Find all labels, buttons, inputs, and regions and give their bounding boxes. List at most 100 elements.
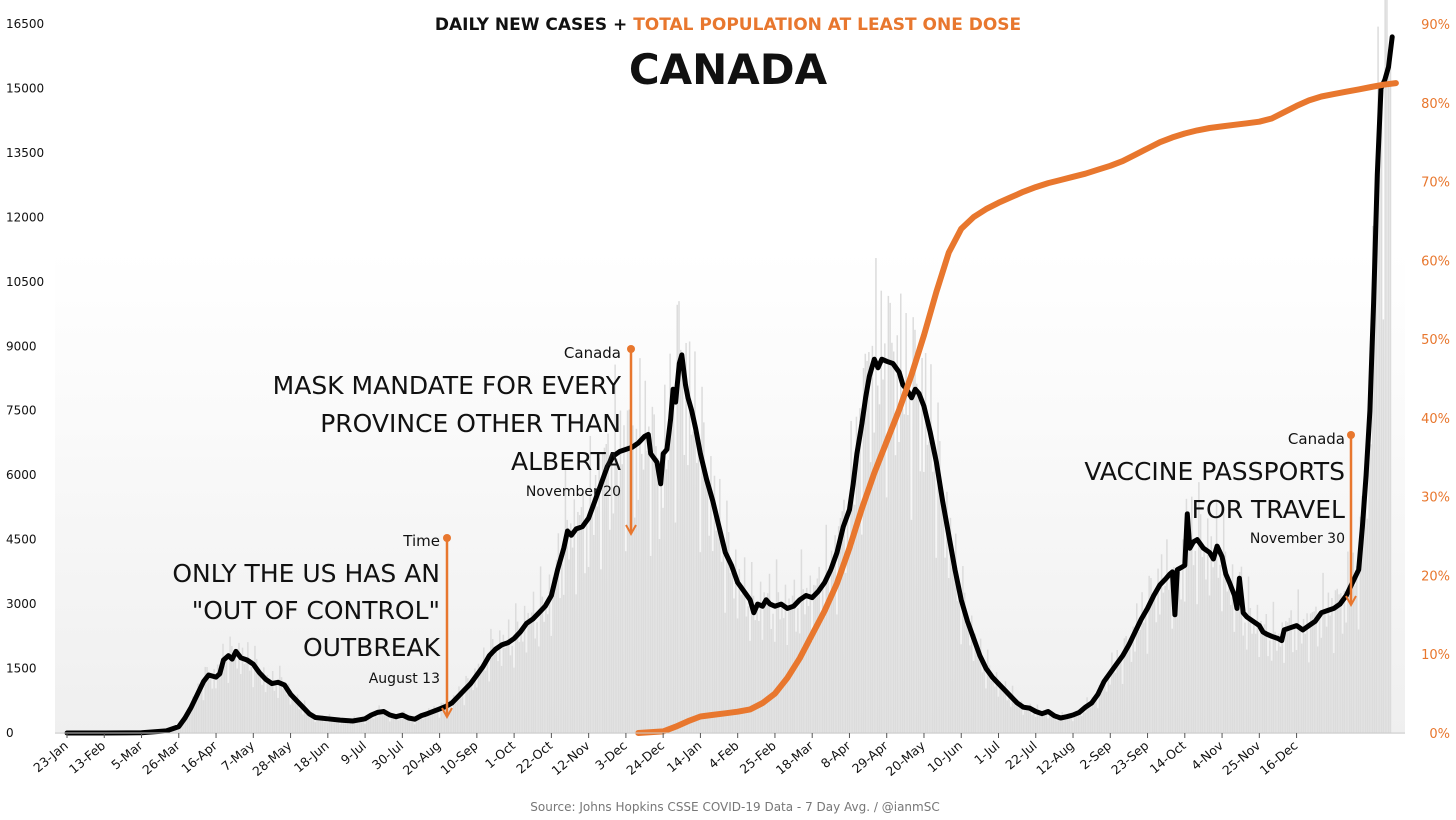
daily-bar [539,566,542,733]
daily-bar [312,713,315,733]
daily-bar [358,718,361,733]
daily-bar [1144,610,1147,733]
daily-bar [706,485,709,733]
daily-bar [671,424,673,733]
chart-title: DAILY NEW CASES + TOTAL POPULATION AT LE… [435,15,1021,35]
daily-bar [743,557,746,733]
daily-bar [784,584,787,733]
daily-bar [697,452,700,733]
daily-bar [564,469,567,733]
daily-bar [694,351,696,733]
daily-bar [1123,638,1126,733]
daily-bar [1347,551,1349,733]
daily-bar [1387,49,1390,734]
daily-bar [946,491,948,733]
daily-bar [275,685,277,733]
daily-bar [412,718,414,733]
daily-bar [664,384,666,733]
daily-bar [273,690,276,733]
daily-bar [405,717,407,733]
daily-bar [1272,601,1275,733]
daily-bar [348,723,350,733]
daily-bar [1079,709,1081,733]
daily-bar [845,572,847,733]
daily-bar [997,696,1000,733]
daily-bar [596,506,599,733]
daily-bar [735,549,737,733]
daily-bar [1061,712,1063,733]
daily-bar [460,697,462,733]
daily-bar [1066,714,1069,733]
daily-bar [550,635,553,733]
annotation-arrowhead [1345,595,1357,608]
daily-bar [468,685,471,733]
daily-bar [979,638,982,733]
daily-bar [1309,613,1312,733]
daily-bar [1338,594,1340,733]
daily-bar [234,652,237,733]
daily-bar [509,655,512,733]
daily-bar [593,534,595,733]
daily-bar [200,684,203,733]
annotation-tag: Time [402,532,440,550]
daily-bar [1017,702,1019,733]
daily-bar [1167,589,1170,733]
daily-bar [529,623,531,733]
annotation-arrowhead [625,524,637,537]
daily-bar [1331,598,1333,733]
daily-bar [373,718,375,733]
daily-bar [894,455,897,733]
x-tick-label-16: 24-Dec [623,738,667,778]
daily-bar [646,450,648,733]
daily-bar [1364,470,1367,733]
daily-bar [1111,652,1113,733]
daily-bar [626,410,629,733]
daily-bar [862,368,865,733]
daily-bar [1361,495,1363,733]
daily-bar [380,712,382,733]
daily-bar [708,535,710,733]
daily-bar [779,619,781,733]
daily-bar [687,465,689,733]
annotation-text-line: ALBERTA [511,447,621,476]
y-left-tick-8: 12000 [6,210,44,224]
daily-bar [738,569,741,733]
daily-bar [461,693,464,733]
daily-bar [766,593,769,733]
daily-bar [882,379,884,733]
daily-bar [271,671,274,733]
daily-bar [823,616,826,733]
daily-bar [371,712,373,733]
daily-bar [291,693,293,733]
daily-bar [218,678,221,733]
daily-bar [644,380,647,733]
daily-bar [772,613,774,733]
daily-bar [1352,552,1354,733]
daily-bar [752,595,755,733]
cases-line [64,34,1395,736]
daily-bar [1173,567,1175,733]
daily-bar [607,433,609,733]
daily-bar [284,686,286,733]
daily-bar [1043,714,1046,733]
daily-bar [972,660,975,733]
daily-bar [1187,542,1189,733]
daily-bar [1240,566,1243,733]
daily-bar [628,409,631,733]
daily-bar [924,353,927,733]
daily-bar [216,664,219,733]
annotations-layer: Time ONLY THE US HAS AN "OUT OF CONTROL" OU… [172,344,1357,720]
x-tick-label-27: 12-Aug [1033,738,1077,778]
daily-bar [1001,688,1003,733]
daily-bar [1146,653,1149,733]
y-left-tick-4: 6000 [6,468,37,482]
daily-bar [1121,683,1124,733]
daily-bar [177,728,180,733]
daily-bar [1276,650,1278,733]
daily-bar [649,555,652,733]
daily-bar [651,406,654,733]
daily-bar [1306,613,1308,733]
daily-bar [1299,626,1301,733]
daily-bar [956,601,959,733]
x-tick-label-20: 18-Mar [773,737,817,777]
